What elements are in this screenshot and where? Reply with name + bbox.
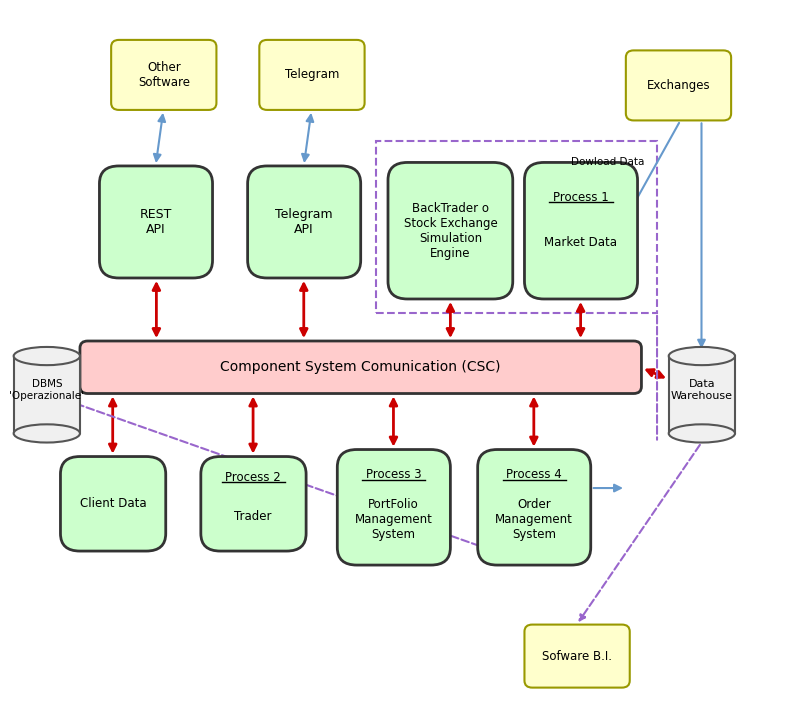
FancyBboxPatch shape	[668, 356, 735, 434]
FancyBboxPatch shape	[13, 356, 80, 434]
Text: Order
Management
System: Order Management System	[495, 498, 573, 541]
FancyBboxPatch shape	[524, 162, 638, 299]
Text: Process 4: Process 4	[506, 467, 562, 481]
Text: REST
API: REST API	[140, 208, 172, 236]
Text: Other
Software: Other Software	[138, 61, 190, 89]
FancyBboxPatch shape	[524, 624, 630, 688]
Text: Telegram: Telegram	[285, 68, 339, 82]
Text: Dowload Data: Dowload Data	[571, 157, 645, 167]
Ellipse shape	[668, 347, 735, 365]
FancyBboxPatch shape	[626, 51, 731, 120]
FancyBboxPatch shape	[248, 166, 361, 278]
Text: Process 2: Process 2	[225, 471, 281, 484]
FancyBboxPatch shape	[80, 341, 642, 394]
Text: Data
Warehouse: Data Warehouse	[671, 379, 733, 401]
Text: Exchanges: Exchanges	[647, 79, 710, 92]
FancyBboxPatch shape	[201, 456, 306, 551]
Ellipse shape	[13, 425, 80, 442]
FancyBboxPatch shape	[337, 449, 450, 565]
Text: Process 3: Process 3	[365, 467, 422, 481]
Text: Telegram
API: Telegram API	[275, 208, 333, 236]
Text: Market Data: Market Data	[544, 236, 617, 250]
Text: BackTrader o
Stock Exchange
Simulation
Engine: BackTrader o Stock Exchange Simulation E…	[403, 202, 498, 259]
Text: DBMS
'Operazionale': DBMS 'Operazionale'	[9, 379, 85, 401]
FancyBboxPatch shape	[60, 456, 166, 551]
Text: Client Data: Client Data	[80, 497, 146, 510]
Text: PortFolio
Management
System: PortFolio Management System	[354, 498, 433, 541]
FancyBboxPatch shape	[112, 40, 217, 110]
Text: Trader: Trader	[234, 510, 272, 522]
FancyBboxPatch shape	[478, 449, 591, 565]
Ellipse shape	[668, 425, 735, 442]
Text: Component System Comunication (CSC): Component System Comunication (CSC)	[221, 360, 501, 374]
Text: Sofware B.I.: Sofware B.I.	[542, 650, 612, 663]
Text: Process 1: Process 1	[553, 191, 608, 204]
FancyBboxPatch shape	[259, 40, 365, 110]
FancyBboxPatch shape	[388, 162, 513, 299]
Ellipse shape	[13, 347, 80, 365]
FancyBboxPatch shape	[100, 166, 213, 278]
